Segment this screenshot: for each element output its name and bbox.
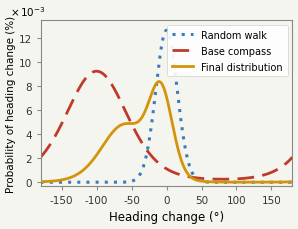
Random walk <box>237 181 241 184</box>
Random walk <box>161 38 165 40</box>
Final distribution <box>284 181 287 183</box>
Final distribution <box>162 86 165 88</box>
Random walk <box>39 181 42 184</box>
Final distribution <box>52 180 55 183</box>
Base compass <box>95 71 98 73</box>
Base compass <box>162 166 165 168</box>
Base compass <box>155 160 158 163</box>
Base compass <box>291 156 294 159</box>
Base compass <box>283 163 287 166</box>
Base compass <box>39 156 42 159</box>
Final distribution <box>249 181 252 184</box>
Base compass <box>221 178 224 181</box>
Random walk <box>283 181 287 184</box>
X-axis label: Heading change (°): Heading change (°) <box>109 210 224 224</box>
Base compass <box>238 177 241 180</box>
Final distribution <box>39 181 42 183</box>
Base compass <box>284 163 287 166</box>
Line: Final distribution: Final distribution <box>41 82 292 182</box>
Line: Base compass: Base compass <box>41 72 292 180</box>
Final distribution <box>157 81 161 84</box>
Random walk <box>291 181 294 184</box>
Legend: Random walk, Base compass, Final distribution: Random walk, Base compass, Final distrib… <box>167 26 288 77</box>
Random walk <box>283 181 287 184</box>
Random walk <box>52 181 55 184</box>
Y-axis label: Probability of heading change (%): Probability of heading change (%) <box>6 15 15 192</box>
Base compass <box>52 138 55 141</box>
Final distribution <box>237 181 241 184</box>
Final distribution <box>155 83 158 85</box>
Random walk <box>155 84 158 87</box>
Random walk <box>165 30 168 33</box>
Final distribution <box>291 181 294 183</box>
Final distribution <box>283 181 287 183</box>
Text: $\times\,10^{-3}$: $\times\,10^{-3}$ <box>10 6 46 19</box>
Line: Random walk: Random walk <box>41 31 292 183</box>
